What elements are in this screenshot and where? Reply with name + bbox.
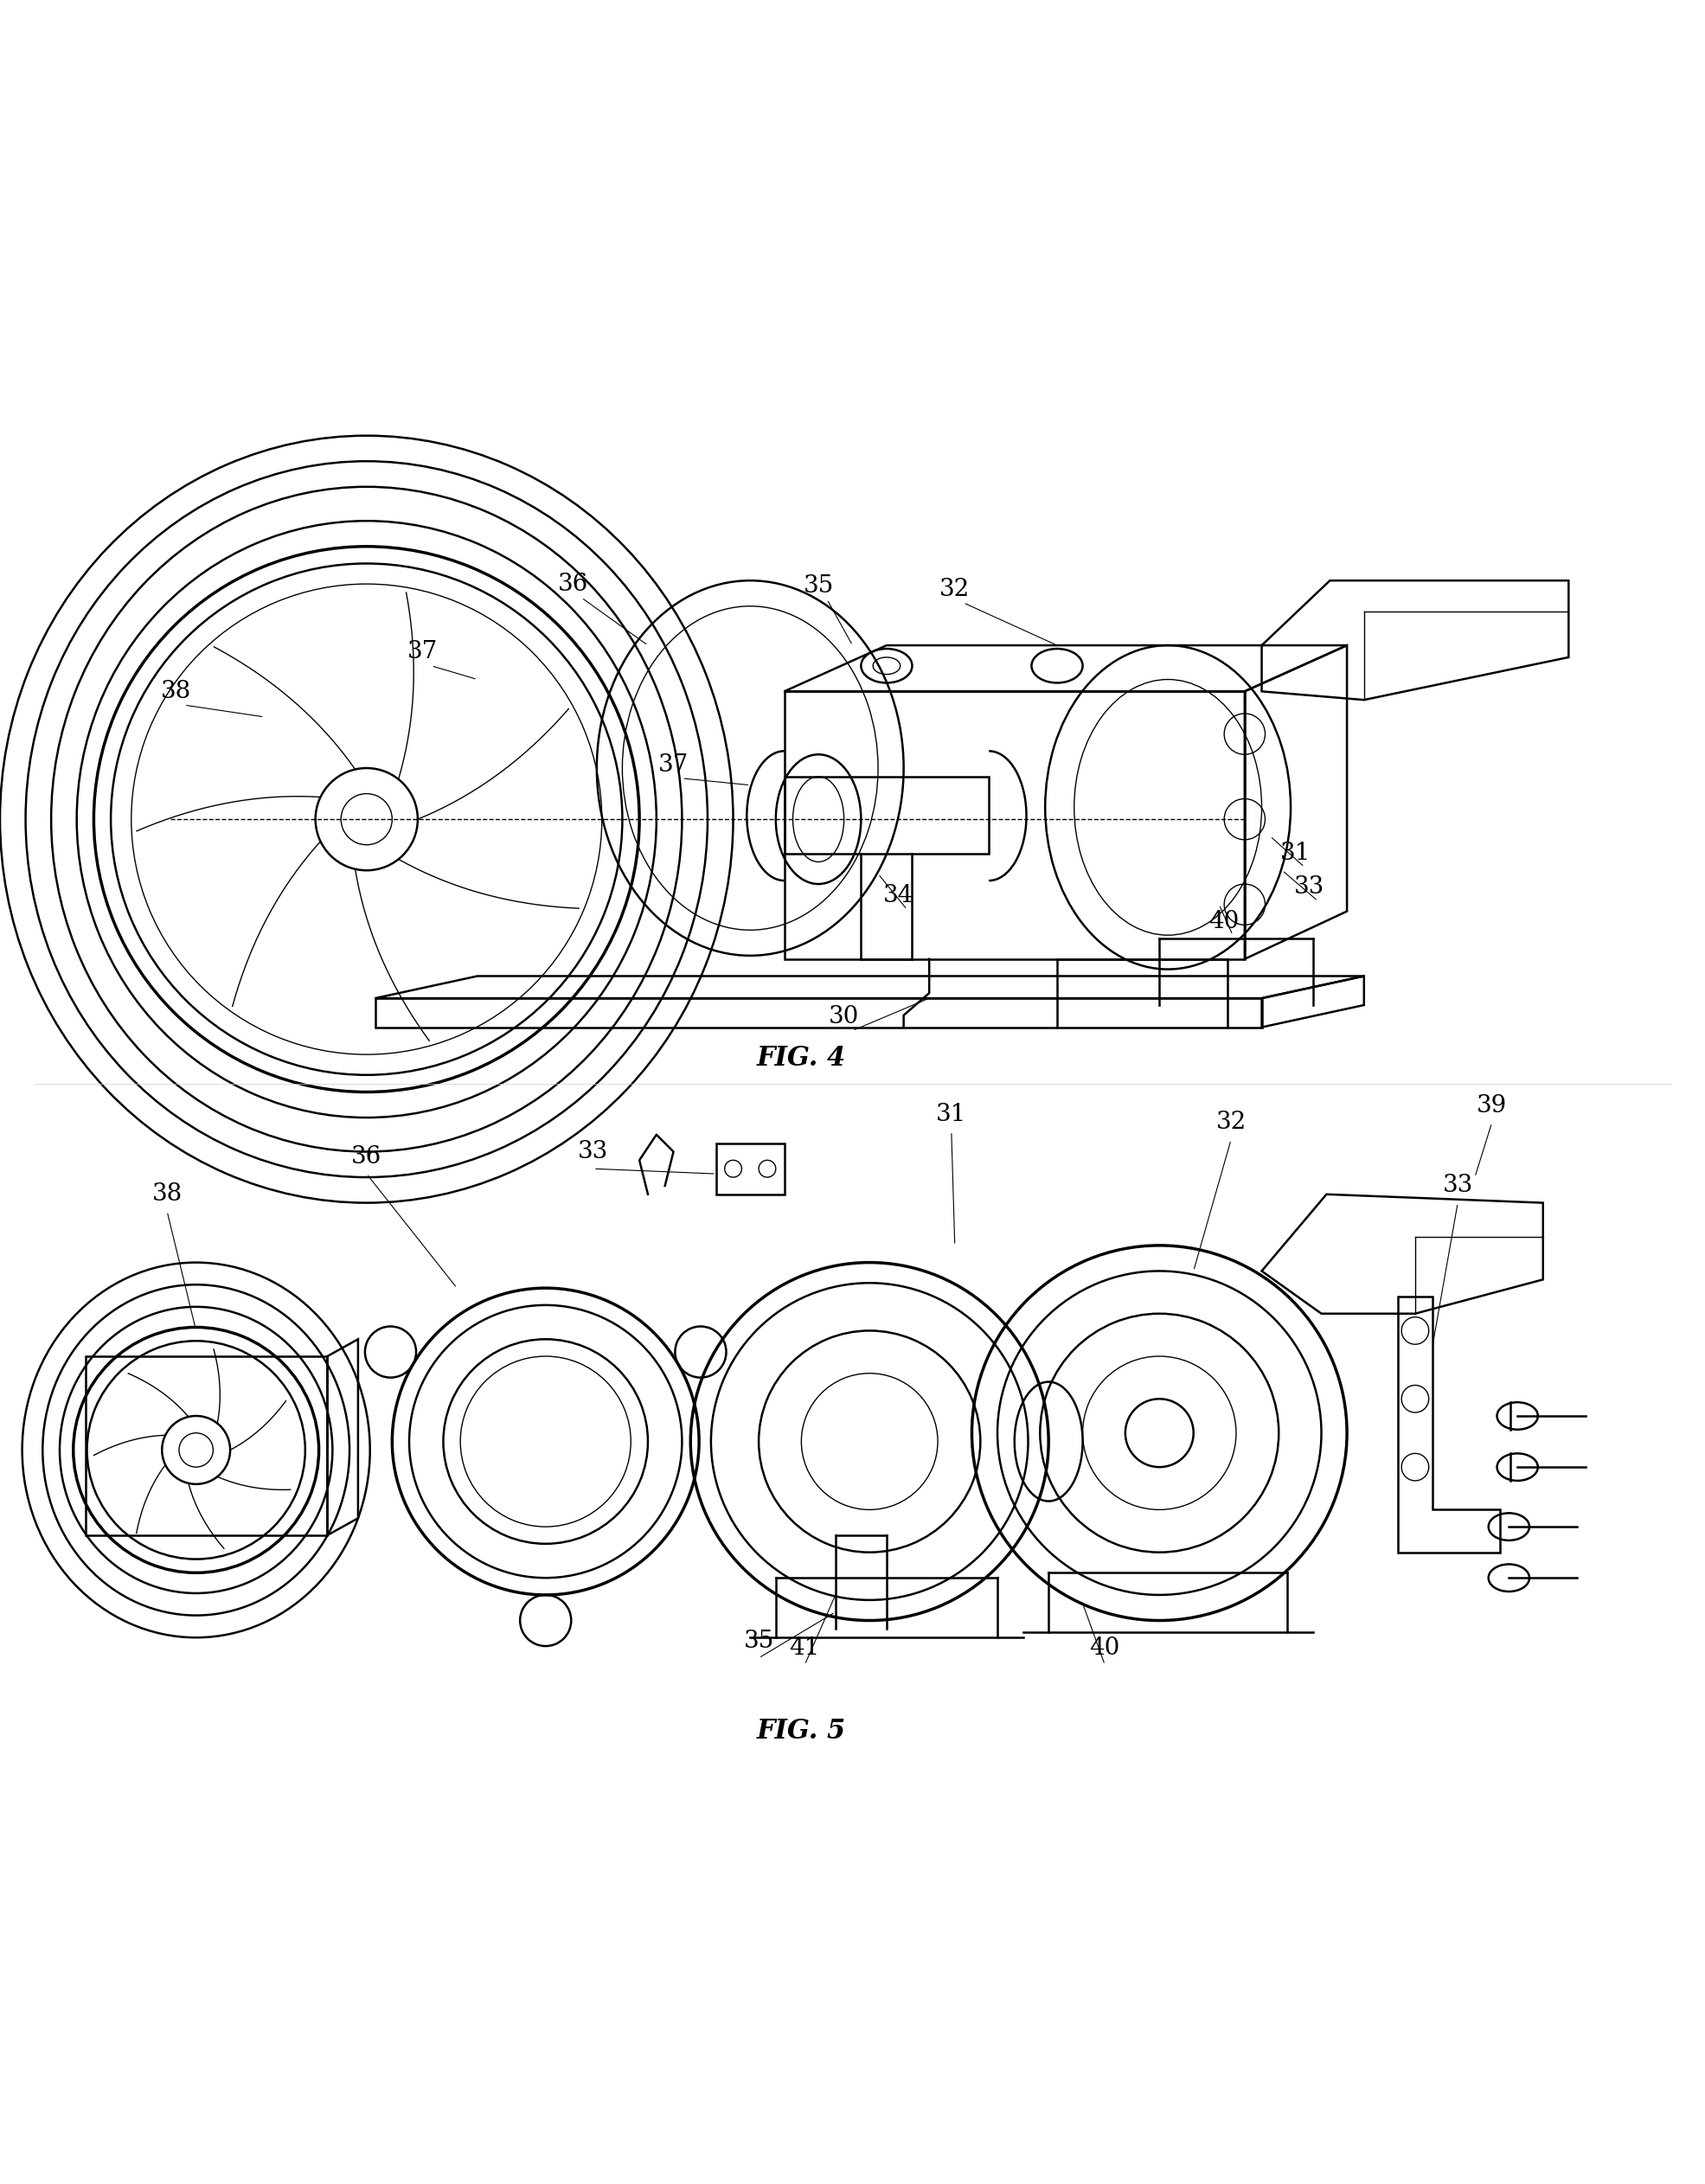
Text: FIG. 5: FIG. 5 (757, 1719, 846, 1745)
Text: 35: 35 (803, 574, 834, 598)
Text: 34: 34 (883, 885, 914, 909)
Text: 31: 31 (936, 1103, 967, 1125)
Text: 33: 33 (578, 1140, 609, 1164)
Text: 35: 35 (743, 1629, 774, 1653)
Text: 40: 40 (1209, 911, 1240, 933)
Text: 32: 32 (1216, 1112, 1246, 1133)
Text: 38: 38 (152, 1182, 182, 1206)
Text: 30: 30 (829, 1005, 859, 1029)
Text: 39: 39 (1477, 1094, 1507, 1118)
Text: 36: 36 (558, 572, 588, 596)
Text: 32: 32 (939, 577, 970, 601)
Text: 37: 37 (407, 640, 438, 664)
Text: 31: 31 (1280, 841, 1311, 865)
Text: 37: 37 (658, 753, 689, 775)
Text: 33: 33 (1442, 1175, 1473, 1197)
Text: 36: 36 (351, 1144, 382, 1168)
Text: 38: 38 (160, 679, 191, 703)
Text: 41: 41 (789, 1636, 820, 1660)
Text: 33: 33 (1294, 876, 1325, 900)
Text: 40: 40 (1089, 1636, 1120, 1660)
Text: FIG. 4: FIG. 4 (757, 1044, 846, 1072)
